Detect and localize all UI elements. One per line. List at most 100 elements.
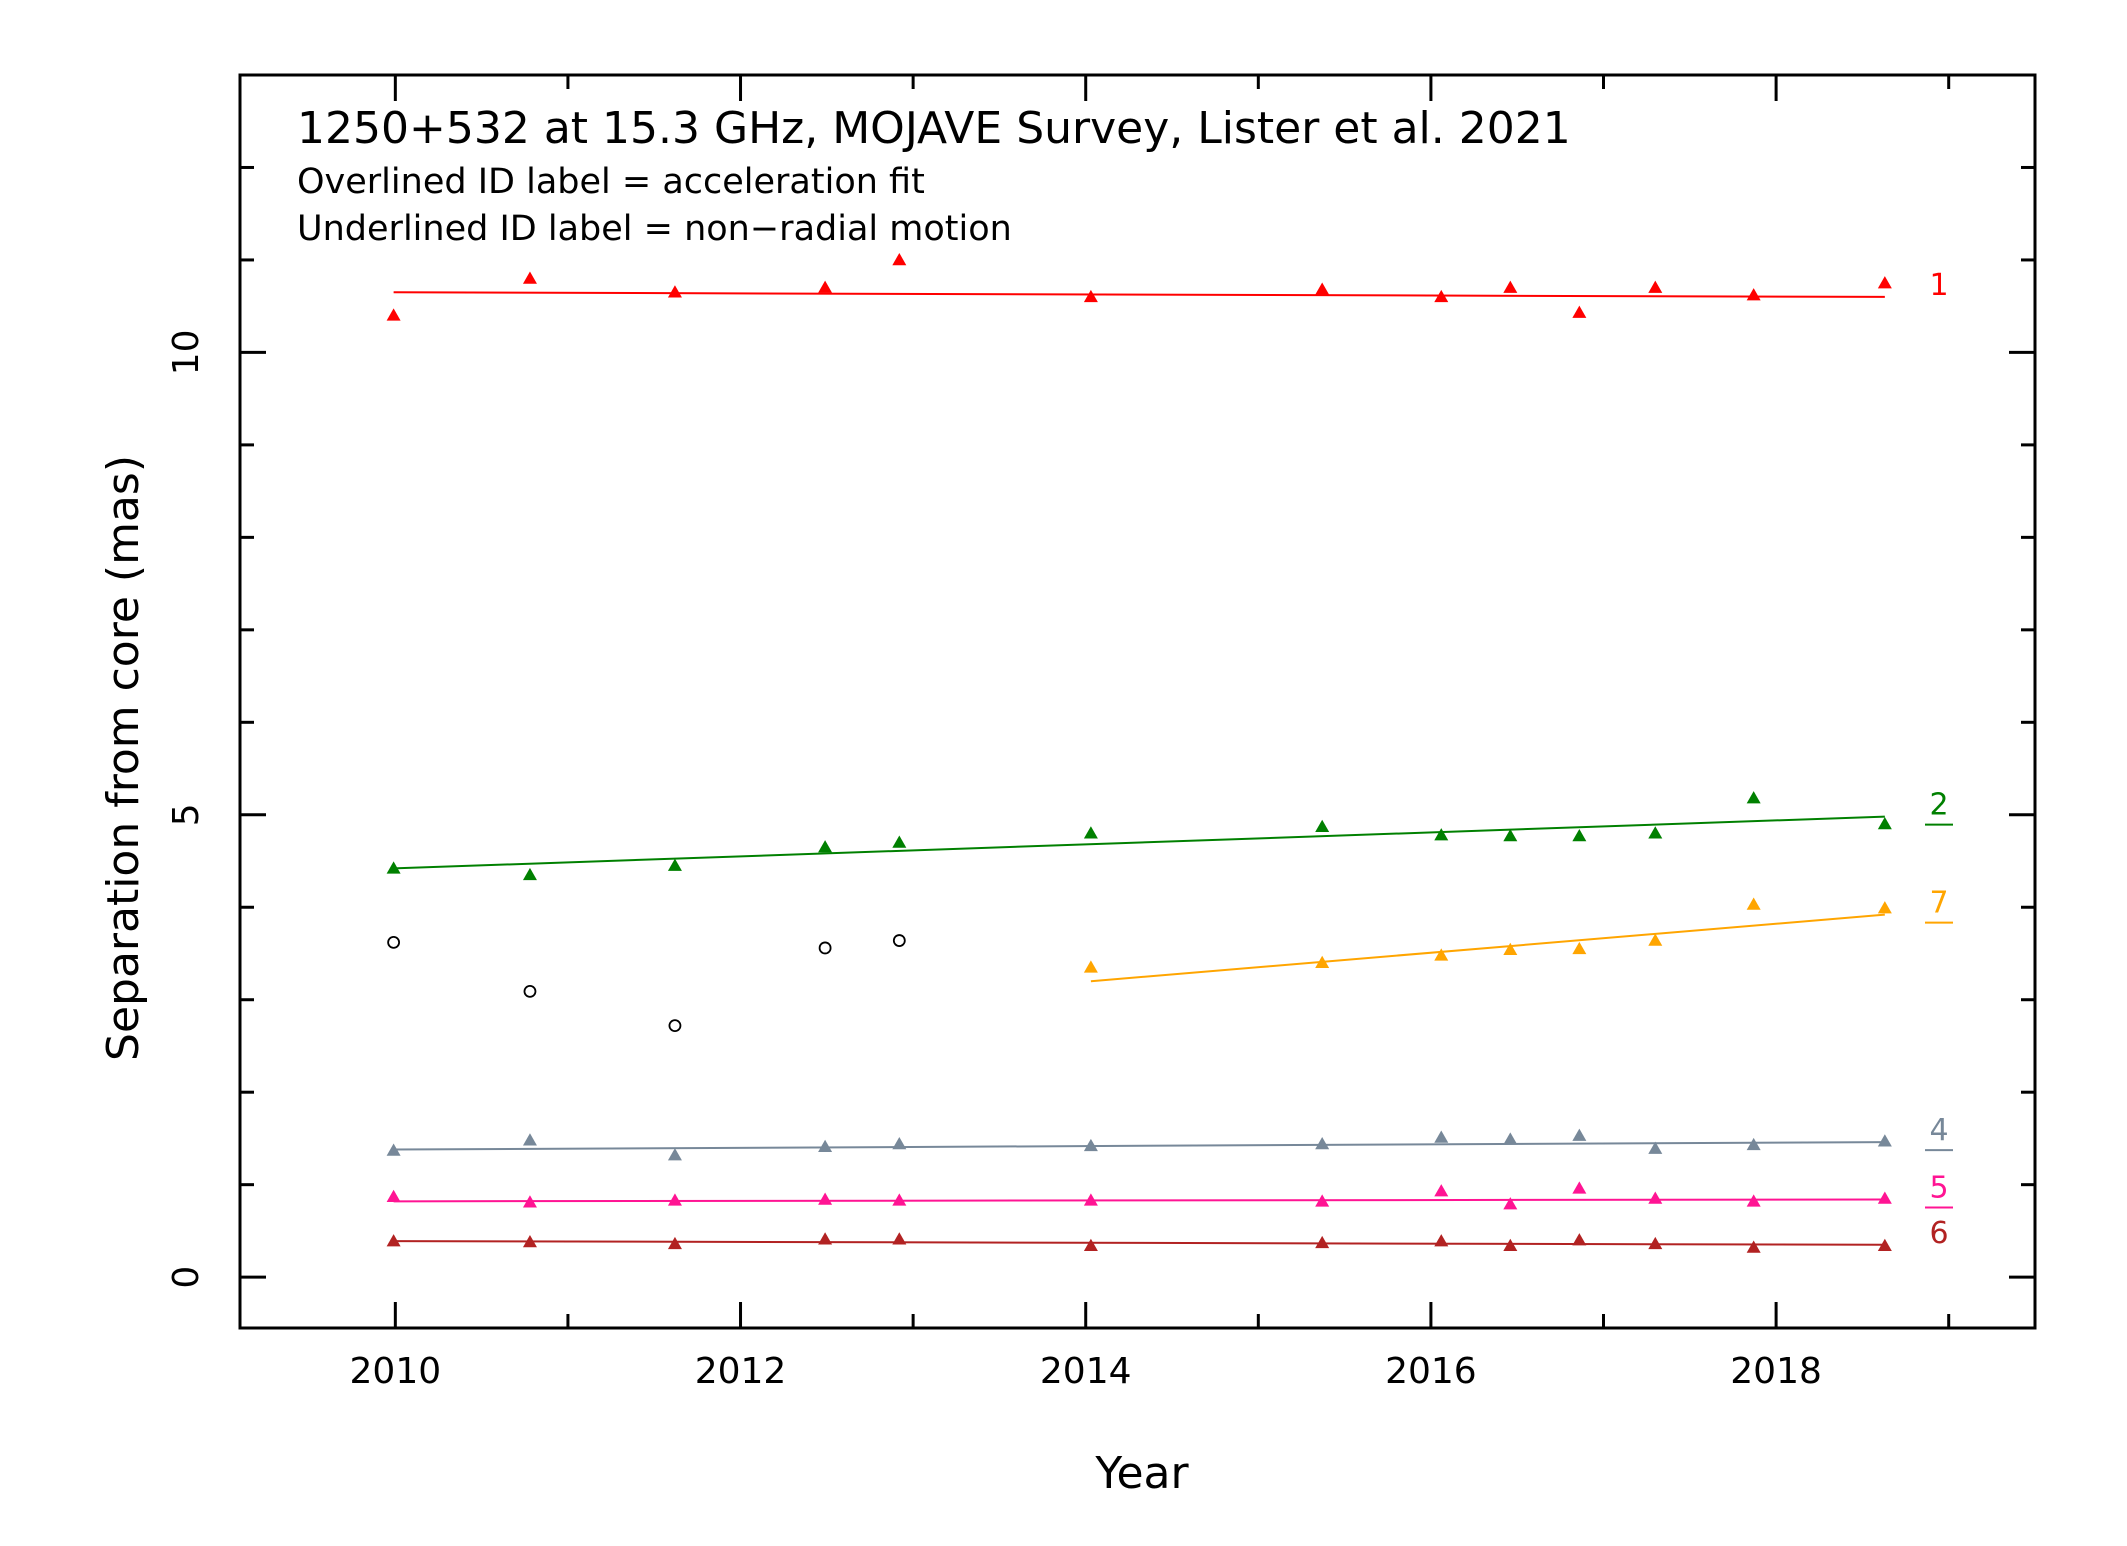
data-point-2 (1572, 829, 1587, 842)
data-point-6 (1434, 1234, 1449, 1247)
x-tick-label: 2018 (1730, 1351, 1822, 1392)
data-point-4 (1503, 1132, 1518, 1145)
data-point-7 (1572, 941, 1587, 955)
fit-line-2 (393, 815, 1885, 870)
data-point-6 (1572, 1233, 1587, 1246)
data-point-1 (1746, 288, 1761, 301)
data-point-2 (667, 858, 682, 871)
axes: 2010 2012 2014 2016 2018 0 5 10 (166, 73, 2037, 1392)
plot-area: 1 2 7 4 5 6 (386, 252, 1953, 1253)
data-point-1 (1648, 280, 1663, 293)
data-point-4 (386, 1143, 401, 1156)
data-point-5 (818, 1192, 833, 1205)
data-point-2 (892, 835, 907, 848)
component-label-6: 6 (1929, 1216, 1948, 1251)
data-point-4 (1572, 1128, 1587, 1141)
component-label-7: 7 (1929, 886, 1948, 921)
component-label-4: 4 (1929, 1113, 1948, 1148)
x-tick-label: 2014 (1040, 1351, 1132, 1392)
fit-line-7 (1090, 913, 1885, 983)
data-point-7 (1083, 960, 1098, 973)
data-point-5 (1083, 1193, 1098, 1206)
data-point-4 (892, 1136, 907, 1150)
fit-line-4 (393, 1141, 1885, 1151)
chart-subtitle-line-2: Underlined ID label = non−radial motion (297, 209, 1012, 249)
unassigned-point (892, 934, 906, 947)
unassigned-point (523, 985, 537, 998)
data-point-6 (1746, 1240, 1761, 1253)
data-point-2 (522, 867, 537, 881)
data-point-4 (818, 1139, 833, 1153)
fit-line-5 (393, 1198, 1885, 1203)
data-point-1 (386, 308, 401, 321)
data-point-1 (1572, 305, 1587, 318)
data-point-5 (1434, 1184, 1449, 1197)
unassigned-point (668, 1019, 682, 1033)
data-point-2 (1877, 817, 1892, 830)
data-point-1 (1877, 276, 1892, 289)
plot-frame (238, 73, 2037, 1330)
chart-subtitle-line-1: Overlined ID label = acceleration fit (297, 162, 925, 202)
data-point-5 (1503, 1197, 1518, 1210)
data-point-5 (386, 1189, 401, 1202)
component-label-2: 2 (1929, 788, 1948, 823)
data-point-6 (1648, 1236, 1663, 1250)
x-tick-label: 2012 (695, 1351, 787, 1392)
data-point-2 (1746, 791, 1761, 804)
data-point-5 (1315, 1194, 1330, 1207)
x-tick-label: 2016 (1385, 1351, 1477, 1392)
data-point-4 (1648, 1141, 1663, 1154)
data-point-2 (1503, 829, 1518, 842)
component-label-1: 1 (1929, 268, 1948, 303)
data-point-4 (1315, 1136, 1330, 1150)
data-point-6 (818, 1232, 833, 1245)
data-point-1 (1503, 280, 1518, 293)
data-point-1 (1434, 289, 1449, 303)
data-point-2 (386, 861, 401, 874)
data-point-7 (1315, 955, 1330, 968)
data-point-5 (1648, 1191, 1663, 1204)
data-point-4 (1083, 1138, 1098, 1152)
data-point-6 (892, 1232, 907, 1245)
data-point-4 (1746, 1137, 1761, 1151)
data-point-5 (1572, 1181, 1587, 1194)
data-point-6 (1083, 1238, 1098, 1251)
data-point-6 (1503, 1238, 1518, 1251)
unassigned-point (387, 935, 401, 949)
data-point-1 (667, 285, 682, 298)
data-point-1 (1083, 289, 1098, 303)
data-point-6 (386, 1234, 401, 1247)
unassigned-point (818, 941, 832, 955)
chart-title: 1250+532 at 15.3 GHz, MOJAVE Survey, Lis… (297, 103, 1571, 154)
data-point-1 (522, 271, 537, 284)
data-point-1 (818, 280, 833, 293)
fit-line-6 (393, 1240, 1885, 1246)
y-tick-label: 10 (166, 330, 207, 376)
component-label-5: 5 (1929, 1170, 1948, 1205)
data-point-4 (1877, 1134, 1892, 1147)
data-point-7 (1503, 942, 1518, 956)
y-tick-label: 5 (166, 803, 207, 826)
data-point-5 (1877, 1191, 1892, 1204)
data-point-6 (667, 1236, 682, 1250)
data-point-6 (1877, 1238, 1892, 1251)
data-point-2 (1315, 819, 1330, 833)
data-point-7 (1877, 901, 1892, 914)
data-point-1 (892, 252, 907, 266)
x-tick-label: 2010 (350, 1351, 442, 1392)
y-axis-label: Separation from core (mas) (98, 455, 149, 1061)
data-point-7 (1434, 948, 1449, 961)
data-point-5 (892, 1193, 907, 1206)
data-point-2 (818, 840, 833, 853)
x-axis-label: Year (1094, 1448, 1189, 1499)
data-point-2 (1434, 828, 1449, 841)
data-point-5 (667, 1193, 682, 1206)
data-point-6 (1315, 1235, 1330, 1249)
data-point-2 (1648, 826, 1663, 839)
data-point-4 (1434, 1130, 1449, 1143)
data-point-7 (1648, 933, 1663, 946)
data-point-5 (1746, 1194, 1761, 1207)
data-point-4 (667, 1148, 682, 1161)
